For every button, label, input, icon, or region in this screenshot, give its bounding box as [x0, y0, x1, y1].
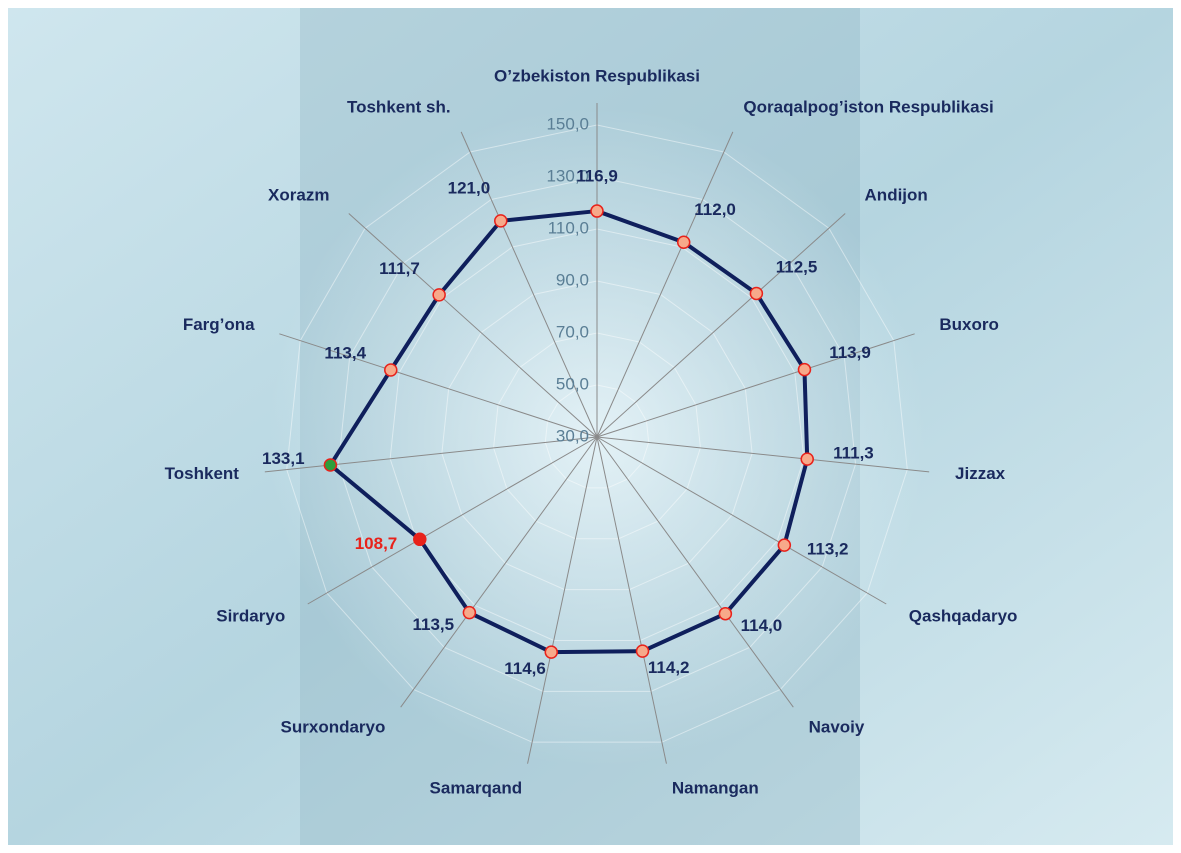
r-tick-label: 110,0	[548, 218, 589, 237]
plot: O’zbekiston Respublikasi Qoraqalpog’iston…	[165, 66, 1018, 797]
category-label: Farg’ona	[183, 315, 255, 334]
grid-ring	[544, 384, 650, 489]
spoke	[596, 436, 930, 473]
r-tick-label: 150,0	[546, 114, 589, 133]
value-label: 113,4	[324, 343, 366, 362]
category-label: Qashqadaryo	[909, 606, 1018, 625]
category-label: O’zbekiston Respublikasi	[494, 66, 700, 85]
spoke	[596, 333, 915, 438]
marker	[800, 452, 814, 466]
value-label: 114,6	[504, 659, 546, 678]
spoke	[596, 436, 887, 605]
radar-line	[328, 209, 810, 655]
value-label: 121,0	[448, 179, 491, 198]
marker	[718, 606, 733, 621]
spoke	[307, 436, 598, 605]
value-label: 111,7	[379, 259, 420, 278]
category-label: Xorazm	[268, 186, 329, 205]
spoke	[596, 436, 667, 764]
category-label: Qoraqalpog’iston Respublikasi	[743, 98, 993, 117]
value-label: 113,2	[807, 540, 849, 559]
marker	[432, 288, 446, 302]
spoke	[400, 436, 598, 708]
grid-ring	[441, 280, 753, 591]
marker	[413, 532, 427, 547]
value-label: 112,5	[776, 258, 818, 277]
category-label: Buxoro	[939, 315, 999, 334]
value-label: 108,7	[355, 534, 398, 553]
value-label: 133,1	[262, 449, 305, 468]
spoke	[348, 213, 598, 438]
marker	[676, 235, 691, 249]
marker	[323, 458, 338, 472]
spoke	[460, 131, 598, 438]
grid-ring	[389, 228, 805, 641]
value-label: 114,0	[741, 616, 783, 635]
r-tick-label: 50,0	[556, 374, 589, 393]
spoke	[596, 131, 734, 438]
value-label: 111,3	[833, 443, 874, 462]
category-label: Surxondaryo	[281, 718, 386, 737]
value-label: 113,9	[829, 343, 871, 362]
marker	[797, 362, 812, 377]
marker	[544, 645, 559, 659]
value-label: 112,0	[694, 200, 736, 219]
spoke	[264, 436, 598, 473]
grid-ring	[286, 124, 908, 743]
category-label: Namangan	[672, 779, 759, 798]
marker	[777, 538, 792, 552]
r-tick-label: 130,0	[546, 166, 589, 185]
marker	[494, 214, 508, 228]
spoke	[527, 436, 598, 764]
category-label: Andijon	[865, 186, 928, 205]
value-label: 114,2	[648, 658, 690, 677]
grid-ring	[337, 176, 857, 692]
marker	[749, 286, 764, 301]
category-label: Jizzax	[955, 464, 1006, 483]
marker	[462, 605, 477, 620]
value-label: 113,5	[413, 615, 455, 634]
r-tick-label: 90,0	[556, 270, 589, 289]
category-label: Sirdaryo	[216, 606, 285, 625]
spoke	[596, 213, 846, 438]
r-tick-label: 70,0	[556, 322, 589, 341]
value-label: 116,9	[576, 167, 618, 186]
marker	[590, 204, 604, 218]
category-label: Navoiy	[809, 718, 865, 737]
spoke	[279, 333, 598, 438]
r-tick-label: 30,0	[556, 426, 589, 445]
spoke	[596, 436, 794, 708]
category-label: Toshkent	[165, 464, 240, 483]
category-label: Toshkent sh.	[347, 98, 451, 117]
category-label: Samarqand	[430, 779, 523, 798]
grid-ring	[493, 332, 701, 540]
marker	[635, 644, 650, 658]
marker	[384, 363, 398, 377]
